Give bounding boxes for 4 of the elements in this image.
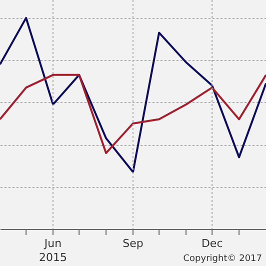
x-tick-label: Sep xyxy=(122,237,144,250)
text: Copyright© 2017 xyxy=(183,254,262,264)
x-tick-label: Jun 2015 xyxy=(39,237,68,264)
x-tick-label: Dec xyxy=(201,237,223,250)
